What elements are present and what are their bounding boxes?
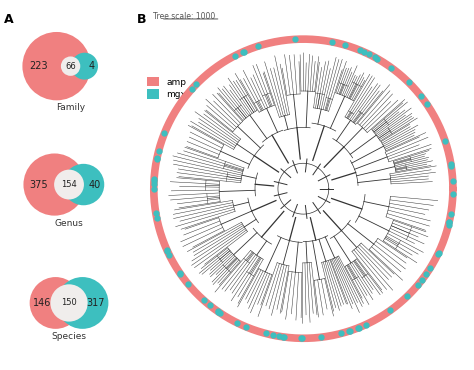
- Text: Genus: Genus: [55, 219, 83, 228]
- Text: 150: 150: [61, 299, 77, 307]
- Circle shape: [30, 277, 82, 329]
- Text: A: A: [4, 13, 13, 26]
- Circle shape: [287, 172, 320, 205]
- Circle shape: [50, 284, 88, 322]
- Circle shape: [56, 277, 109, 329]
- Text: B: B: [137, 13, 146, 26]
- Text: 154: 154: [61, 180, 77, 189]
- Circle shape: [23, 154, 86, 216]
- Legend: amp, mgx: amp, mgx: [147, 77, 187, 99]
- Text: 146: 146: [33, 298, 51, 308]
- Text: 4: 4: [89, 61, 95, 71]
- Text: 223: 223: [29, 61, 48, 71]
- Text: 40: 40: [88, 179, 100, 189]
- Circle shape: [63, 164, 104, 205]
- Text: Family: Family: [56, 104, 85, 112]
- Circle shape: [54, 169, 84, 199]
- Text: 66: 66: [65, 62, 76, 71]
- Circle shape: [22, 32, 91, 100]
- Text: Species: Species: [52, 332, 87, 341]
- Text: 317: 317: [87, 298, 105, 308]
- Circle shape: [61, 57, 80, 76]
- Text: Tree scale: 1000: Tree scale: 1000: [153, 12, 215, 21]
- Text: 375: 375: [29, 179, 48, 189]
- Circle shape: [71, 53, 98, 80]
